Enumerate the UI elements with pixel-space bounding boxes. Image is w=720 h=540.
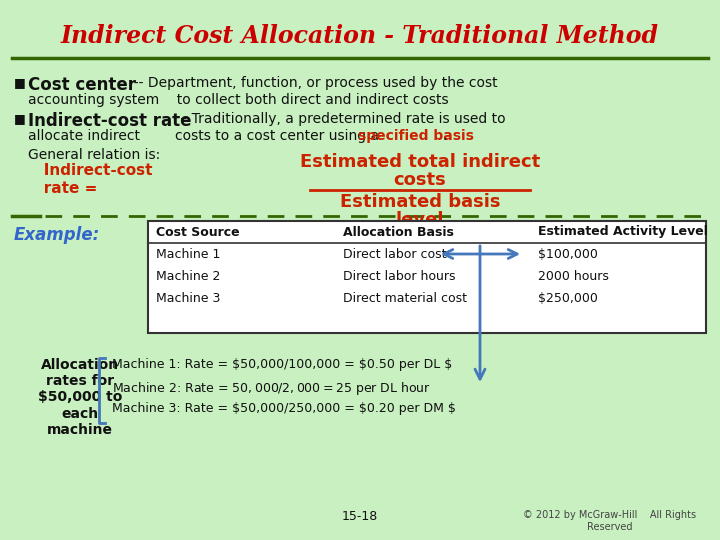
Text: Indirect-cost rate: Indirect-cost rate [28,112,192,130]
Text: Cost Source: Cost Source [156,226,240,239]
Text: Allocation
rates for
$50,000 to
each
machine: Allocation rates for $50,000 to each mac… [38,358,122,437]
Text: Cost center: Cost center [28,76,136,94]
Text: Indirect-cost: Indirect-cost [28,163,153,178]
Text: allocate indirect        costs to a cost center using a: allocate indirect costs to a cost center… [28,129,384,143]
Text: accounting system    to collect both direct and indirect costs: accounting system to collect both direct… [28,93,449,107]
Text: 15-18: 15-18 [342,510,378,523]
Text: Estimated Activity Level: Estimated Activity Level [538,226,708,239]
Text: rate =: rate = [28,181,97,196]
Text: Machine 2: Machine 2 [156,269,220,282]
Text: Estimated basis: Estimated basis [340,193,500,211]
Text: Allocation Basis: Allocation Basis [343,226,454,239]
Text: $100,000: $100,000 [538,247,598,260]
Text: Machine 1: Machine 1 [156,247,220,260]
Text: Example:: Example: [14,226,100,244]
Text: General relation is:: General relation is: [28,148,161,162]
Text: Machine 2: Rate = $50,000/2,000 = $25 per DL hour: Machine 2: Rate = $50,000/2,000 = $25 pe… [112,380,431,397]
Text: ■: ■ [14,112,26,125]
Text: -- Department, function, or process used by the cost: -- Department, function, or process used… [125,76,498,90]
Text: ■: ■ [14,76,26,89]
Text: © 2012 by McGraw-Hill    All Rights
Reserved: © 2012 by McGraw-Hill All Rights Reserve… [523,510,696,531]
Text: Estimated total indirect: Estimated total indirect [300,153,540,171]
Text: Machine 1: Rate = $50,000/100,000 = $0.50 per DL $: Machine 1: Rate = $50,000/100,000 = $0.5… [112,358,452,371]
Text: – Traditionally, a predetermined rate is used to: – Traditionally, a predetermined rate is… [176,112,505,126]
Text: Machine 3: Rate = $50,000/250,000 = $0.20 per DM $: Machine 3: Rate = $50,000/250,000 = $0.2… [112,402,456,415]
Text: Machine 3: Machine 3 [156,292,220,305]
Text: Indirect Cost Allocation - Traditional Method: Indirect Cost Allocation - Traditional M… [61,24,659,48]
Text: 2000 hours: 2000 hours [538,269,609,282]
Text: $250,000: $250,000 [538,292,598,305]
Text: .: . [443,129,447,143]
Text: specified basis: specified basis [358,129,474,143]
Text: level: level [396,211,444,229]
Bar [148,221,706,333]
Text: costs: costs [394,171,446,189]
Text: Direct labor hours: Direct labor hours [343,269,456,282]
Text: Direct labor cost: Direct labor cost [343,247,446,260]
Text: Direct material cost: Direct material cost [343,292,467,305]
